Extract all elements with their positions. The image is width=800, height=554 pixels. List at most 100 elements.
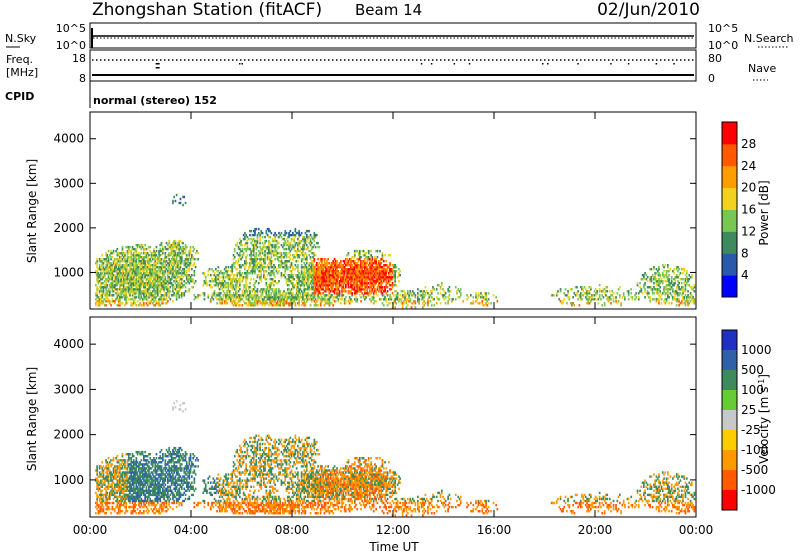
power-cell <box>665 276 668 279</box>
power-cell <box>153 272 155 275</box>
power-cell <box>121 288 124 291</box>
power-cell <box>350 266 352 269</box>
power-cell <box>184 252 187 255</box>
power-cell <box>129 266 131 269</box>
power-cell <box>364 258 366 261</box>
power-cell <box>375 264 377 267</box>
power-cell <box>372 272 375 275</box>
power-cell <box>129 264 131 267</box>
power-cell <box>308 241 311 245</box>
power-cell <box>120 280 122 283</box>
cpid-value: normal (stereo) 152 <box>93 94 217 107</box>
power-cell <box>336 264 338 267</box>
power-cell <box>107 256 110 259</box>
power-cell <box>294 274 297 277</box>
power-cell <box>266 227 269 231</box>
power-cell <box>284 296 287 299</box>
power-cell <box>454 286 457 289</box>
power-cell <box>232 278 235 281</box>
power-cell <box>394 270 396 273</box>
power-cell <box>162 266 164 269</box>
power-cell <box>295 254 298 257</box>
power-cell <box>117 282 120 285</box>
power-cell <box>270 294 273 297</box>
power-cell <box>155 288 158 291</box>
power-cell <box>217 270 220 273</box>
power-cell <box>584 296 587 299</box>
power-cell <box>153 286 155 289</box>
power-cell <box>313 260 316 263</box>
power-cell <box>254 298 256 301</box>
power-cell <box>175 266 178 269</box>
power-cell <box>279 292 282 295</box>
power-cell <box>124 266 126 269</box>
velocity-cell <box>100 508 102 511</box>
power-cell <box>375 249 377 253</box>
power-cell <box>693 286 696 289</box>
power-cell <box>672 290 674 293</box>
power-cell <box>342 288 345 291</box>
velocity-cell <box>110 512 112 515</box>
power-cell <box>168 252 170 255</box>
power-cell <box>241 264 244 267</box>
power-cell <box>197 258 199 261</box>
power-cell <box>360 278 362 281</box>
power-cell <box>273 302 275 305</box>
power-cell <box>122 274 125 277</box>
power-cell <box>136 266 139 269</box>
power-cell <box>285 241 288 245</box>
power-cell <box>218 294 221 297</box>
power-cell <box>364 278 366 281</box>
power-cell <box>271 270 274 273</box>
power-cell <box>385 282 388 285</box>
power-cell <box>160 243 163 247</box>
power-cell <box>309 258 312 261</box>
power-cell <box>212 280 215 283</box>
power-cell <box>207 270 210 273</box>
power-cell <box>324 262 327 265</box>
power-cell <box>353 254 356 257</box>
power-cell <box>307 247 309 251</box>
power-cell <box>135 286 138 289</box>
power-cell <box>170 268 173 271</box>
power-cell <box>158 266 160 269</box>
power-cell <box>336 290 338 293</box>
power-cell <box>366 292 369 295</box>
power-cell <box>136 274 139 277</box>
power-cell <box>112 282 115 285</box>
power-cell <box>289 292 292 295</box>
power-cell <box>174 276 177 279</box>
power-cell <box>242 247 245 251</box>
power-cell <box>174 268 177 271</box>
power-cell <box>269 274 271 277</box>
power-cell <box>285 247 288 251</box>
power-cell <box>178 282 181 285</box>
power-cell <box>312 296 314 299</box>
power-cell <box>154 274 157 277</box>
power-cell <box>353 268 356 271</box>
power-cell <box>374 284 376 287</box>
power-cell <box>300 266 303 269</box>
power-cell <box>175 245 178 249</box>
power-cell <box>275 239 278 243</box>
power-cell <box>375 258 377 261</box>
power-cell <box>379 272 381 275</box>
power-cell <box>221 302 223 305</box>
power-cell <box>654 276 656 279</box>
power-cell <box>249 294 251 297</box>
power-cell <box>174 272 177 275</box>
power-cell <box>218 288 221 291</box>
power-cell <box>312 272 314 275</box>
power-cell <box>266 258 269 261</box>
power-cell <box>278 292 280 295</box>
power-cell <box>192 245 194 249</box>
power-cell <box>567 292 569 295</box>
power-cell <box>477 294 480 297</box>
power-cell <box>178 294 181 297</box>
power-cell <box>203 274 206 277</box>
power-cell <box>298 254 300 257</box>
power-cell <box>394 264 396 267</box>
power-cell <box>581 294 583 297</box>
power-cell <box>115 288 117 291</box>
power-cell <box>608 298 611 301</box>
